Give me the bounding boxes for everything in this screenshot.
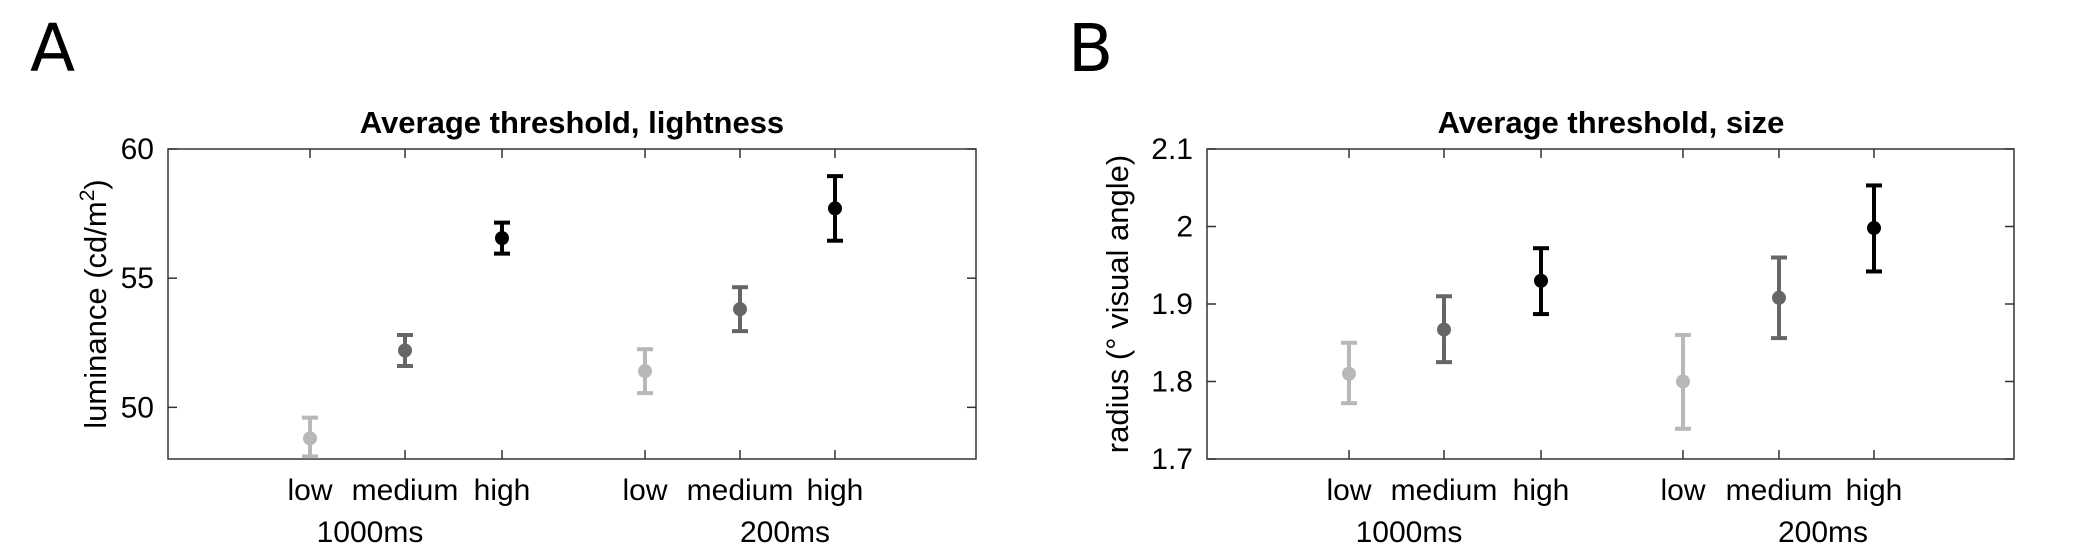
y-tick-label: 2 <box>1176 211 1193 244</box>
x-tick-label: low <box>1660 474 1705 507</box>
x-tick-label: low <box>287 474 332 507</box>
x-tick-label: medium <box>1391 474 1498 507</box>
x-tick-label: medium <box>687 474 794 507</box>
mean-marker <box>303 431 317 446</box>
y-tick-label: 1.7 <box>1151 443 1193 476</box>
x-tick-label: high <box>474 474 531 507</box>
y-tick-label: 1.8 <box>1151 366 1193 399</box>
data-point-200ms-medium <box>732 285 748 334</box>
mean-marker <box>733 302 747 317</box>
y-axis-label: radius (° visual angle) <box>1100 155 1135 453</box>
mean-marker <box>1772 290 1786 305</box>
chart-title: Average threshold, size <box>1438 105 1785 140</box>
mean-marker <box>495 231 509 246</box>
y-tick-label: 60 <box>121 133 154 166</box>
x-group-label: 1000ms <box>317 516 424 546</box>
x-tick-label: high <box>807 474 864 507</box>
y-tick-label: 1.9 <box>1151 288 1193 321</box>
data-point-200ms-low <box>1675 333 1691 431</box>
data-point-200ms-high <box>827 174 843 243</box>
mean-marker <box>1867 221 1881 236</box>
data-point-1000ms-medium <box>1436 294 1452 365</box>
data-point-200ms-medium <box>1771 255 1787 341</box>
data-point-1000ms-low <box>1341 340 1357 406</box>
x-tick-label: low <box>1326 474 1371 507</box>
data-point-200ms-low <box>637 347 653 396</box>
mean-marker <box>638 364 652 379</box>
x-tick-label: medium <box>352 474 459 507</box>
plot-area-frame <box>1206 148 2015 460</box>
mean-marker <box>1676 374 1690 389</box>
data-point-200ms-high <box>1866 183 1882 274</box>
x-group-label: 1000ms <box>1356 516 1463 546</box>
y-tick-label: 2.1 <box>1151 133 1193 166</box>
panel-letter-a: A <box>30 10 76 87</box>
data-point-1000ms-low <box>302 415 318 459</box>
y-tick-label: 50 <box>121 391 154 424</box>
data-point-1000ms-medium <box>397 333 413 368</box>
mean-marker <box>1342 366 1356 381</box>
y-tick-label: 55 <box>121 262 154 295</box>
mean-marker <box>828 201 842 216</box>
chart-panel-size: 1.7 1.8 1.9 2 2.1 low medium high low medium high 1… <box>1100 105 2015 546</box>
y-axis-label: luminance (cd/m2) <box>76 179 113 428</box>
data-point-1000ms-high <box>1533 246 1549 317</box>
chart-panel-lightness: 50 55 60 low medium high low medium high 1000ms 20… <box>76 105 977 546</box>
chart-title: Average threshold, lightness <box>360 105 784 140</box>
mean-marker <box>398 343 412 358</box>
x-group-label: 200ms <box>740 516 830 546</box>
panel-letter-b: B <box>1068 10 1114 87</box>
x-tick-label: high <box>1846 474 1903 507</box>
plot-area-frame <box>167 148 977 460</box>
mean-marker <box>1437 322 1451 337</box>
mean-marker <box>1534 273 1548 288</box>
data-point-1000ms-high <box>494 220 510 256</box>
x-group-label: 200ms <box>1778 516 1868 546</box>
x-tick-label: high <box>1513 474 1570 507</box>
x-tick-label: medium <box>1726 474 1833 507</box>
x-tick-label: low <box>622 474 667 507</box>
